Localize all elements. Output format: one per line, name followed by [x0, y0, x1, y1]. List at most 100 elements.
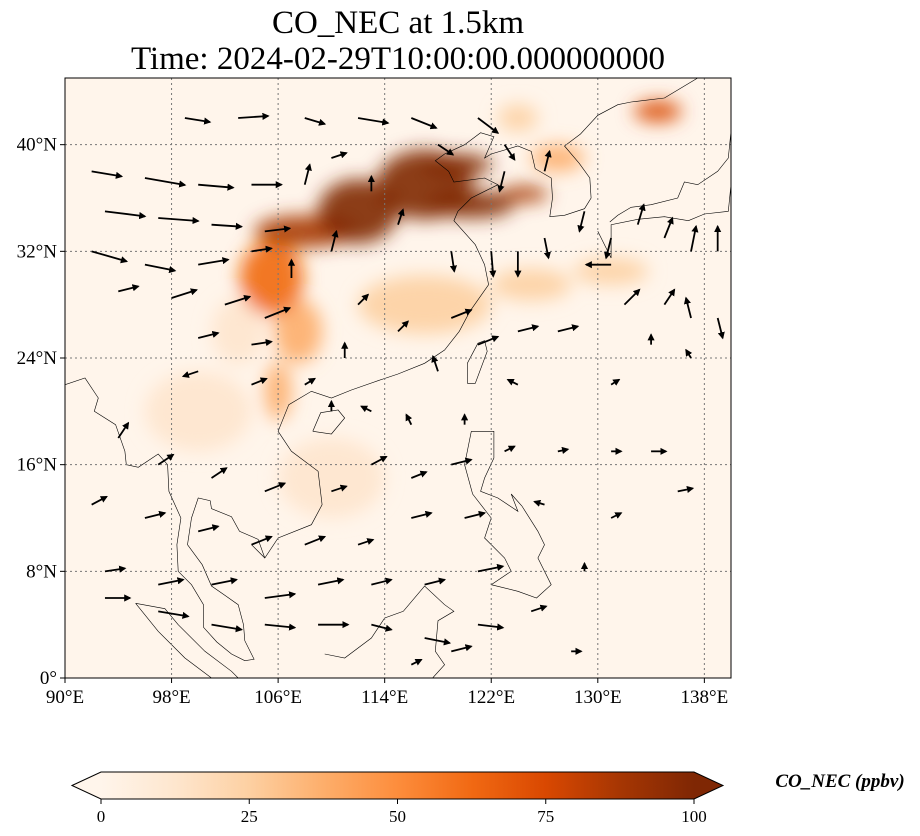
- wind-arrow: [497, 171, 506, 193]
- wind-arrow: [158, 577, 185, 586]
- y-axis-ticks: 0° 8°N 16°N 24°N 32°N 40°N: [17, 135, 65, 689]
- wind-arrow: [181, 370, 199, 378]
- wind-arrow: [533, 499, 545, 507]
- wind-arrow: [264, 623, 297, 631]
- y-tick-label: 40°N: [17, 135, 58, 156]
- coastline: [464, 431, 552, 599]
- wind-arrow: [251, 245, 273, 253]
- wind-arrow: [437, 143, 455, 156]
- concentration-plume: [239, 240, 304, 316]
- wind-arrow: [144, 177, 187, 188]
- wind-arrow: [411, 510, 433, 519]
- wind-arrow: [371, 623, 393, 632]
- wind-arrow: [91, 170, 124, 179]
- wind-arrow: [91, 250, 129, 264]
- wind-arrow: [144, 263, 177, 274]
- coastline: [312, 409, 346, 435]
- colorbar-tick-label: 25: [241, 807, 258, 826]
- wind-arrow: [371, 577, 393, 586]
- wind-arrow: [331, 484, 348, 493]
- wind-arrow: [158, 216, 200, 225]
- chart-title: CO_NEC at 1.5km: [271, 5, 525, 41]
- wind-arrow: [330, 229, 339, 252]
- wind-arrow: [604, 237, 612, 260]
- wind-arrow: [577, 211, 586, 233]
- map-area: [65, 78, 731, 678]
- colorbar-extend-max: [694, 772, 723, 799]
- wind-arrow: [304, 535, 327, 546]
- colorbar-title: CO_NEC (ppbv): [775, 771, 904, 792]
- wind-arrow: [685, 348, 693, 359]
- co-concentration-field: [144, 100, 682, 518]
- concentration-plume: [497, 104, 538, 132]
- wind-arrow: [251, 535, 273, 546]
- concentration-plume: [144, 371, 252, 452]
- wind-arrow: [451, 644, 473, 653]
- wind-arrow: [184, 117, 212, 125]
- concentration-plume: [278, 438, 385, 518]
- y-tick-label: 0°: [40, 668, 57, 689]
- x-axis-ticks: 90°E 98°E 106°E 114°E 122°E 130°E 138°E: [46, 678, 728, 708]
- wind-arrow: [451, 457, 473, 466]
- chart-subtitle-time: Time: 2024-02-29T10:00:00.000000000: [130, 41, 666, 77]
- concentration-plume: [211, 298, 265, 365]
- x-tick-label: 114°E: [361, 687, 408, 708]
- wind-arrow: [397, 208, 405, 225]
- wind-arrow: [197, 524, 220, 533]
- wind-arrow: [264, 306, 292, 319]
- wind-arrow: [251, 338, 273, 347]
- wind-arrow: [610, 378, 621, 386]
- wind-arrow: [690, 224, 699, 252]
- wind-arrow: [557, 324, 580, 333]
- wind-arrow: [477, 623, 505, 631]
- wind-arrow: [197, 330, 220, 339]
- wind-arrow: [449, 251, 457, 273]
- wind-arrow: [264, 482, 287, 493]
- wind-arrow: [264, 591, 297, 599]
- wind-arrow: [424, 637, 452, 646]
- wind-arrow: [636, 203, 646, 225]
- coastline: [65, 377, 266, 662]
- wind-arrow: [503, 144, 516, 161]
- x-tick-label: 98°E: [152, 687, 190, 708]
- wind-arrow: [410, 470, 428, 479]
- wind-arrow: [663, 288, 676, 306]
- colorbar-extend-min: [72, 772, 101, 799]
- wind-arrow: [211, 467, 228, 479]
- wind-arrow: [716, 317, 725, 340]
- wind-arrow: [117, 421, 130, 439]
- wind-arrow: [397, 320, 410, 332]
- wind-arrow: [211, 577, 238, 586]
- colorbar-tick-label: 75: [537, 807, 554, 826]
- concentration-plume: [274, 299, 323, 364]
- concentration-plume: [358, 275, 492, 334]
- coastline: [251, 78, 698, 559]
- wind-arrow: [118, 284, 140, 293]
- colorbar-tick-label: 0: [97, 807, 106, 826]
- wind-arrow: [517, 324, 540, 333]
- wind-arrow: [504, 445, 516, 453]
- wind-arrow: [357, 538, 375, 546]
- wind-arrow: [506, 378, 519, 386]
- colorbar-bar: [101, 772, 694, 799]
- wind-arrow: [489, 251, 497, 278]
- wind-arrow: [264, 225, 292, 233]
- wind-arrow: [238, 112, 270, 120]
- coastline: [467, 340, 488, 384]
- x-tick-label: 130°E: [574, 687, 622, 708]
- wind-arrow: [557, 446, 570, 454]
- concentration-plume: [318, 179, 398, 244]
- y-tick-label: 32°N: [17, 241, 58, 262]
- wind-arrow: [610, 512, 623, 519]
- y-tick-label: 24°N: [17, 348, 58, 369]
- wind-arrow: [303, 163, 312, 185]
- concentration-plume: [633, 100, 682, 123]
- wind-arrow: [91, 495, 108, 506]
- colorbar: 0 25 50 75 100 CO_NEC (ppbv): [70, 771, 905, 826]
- colorbar-ticks: 0 25 50 75 100: [97, 799, 707, 826]
- wind-arrow: [211, 623, 243, 633]
- coastline: [597, 131, 731, 259]
- wind-arrow: [144, 510, 167, 519]
- concentration-plume: [491, 268, 572, 301]
